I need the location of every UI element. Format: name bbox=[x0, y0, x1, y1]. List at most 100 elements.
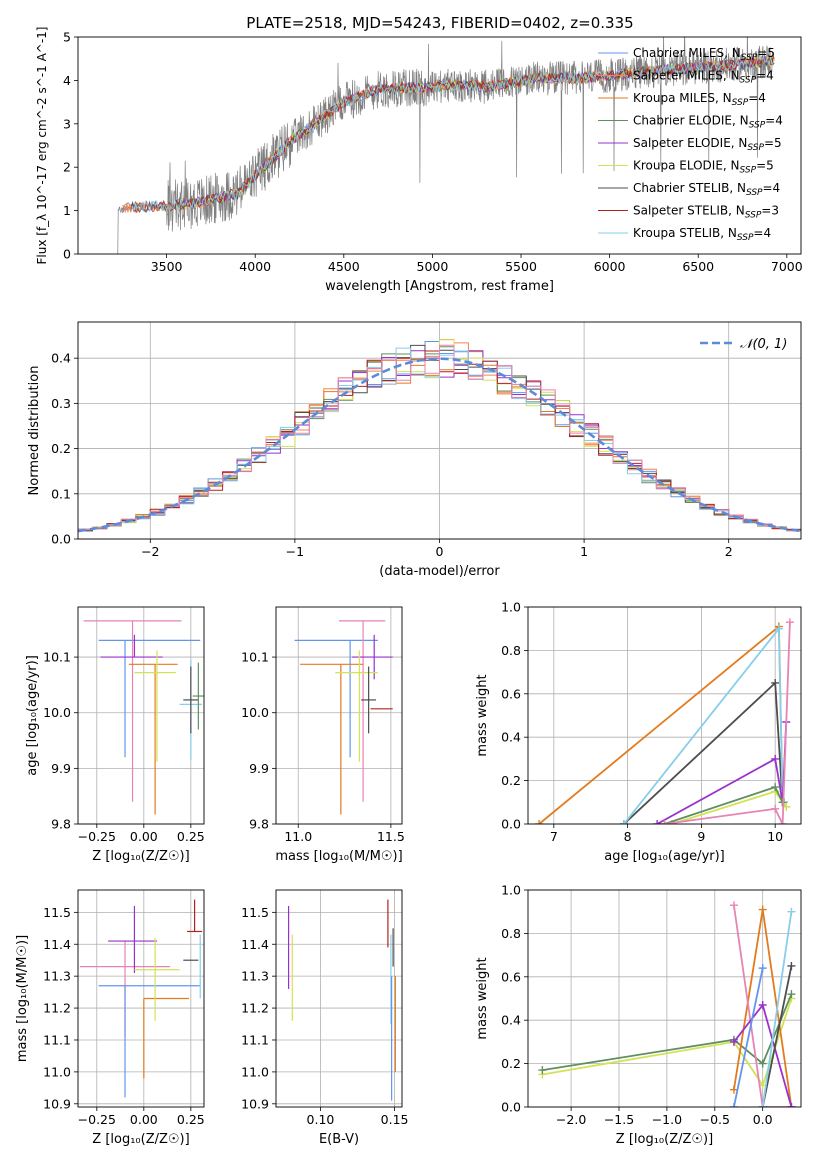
x-tick-label: 0.25 bbox=[177, 1112, 205, 1127]
y-axis-label: age [log₁₀(age/yr)] bbox=[25, 655, 40, 776]
x-tick-label: 9 bbox=[697, 829, 705, 844]
weight-marker bbox=[771, 754, 780, 763]
plot-area bbox=[79, 899, 203, 1098]
x-tick-label: 1 bbox=[580, 544, 588, 559]
x-tick-label: −1 bbox=[286, 544, 304, 559]
x-tick-label: −1.5 bbox=[604, 1112, 634, 1127]
model-line-kroupa-stelib bbox=[130, 55, 774, 213]
y-tick-label: 0.2 bbox=[51, 441, 71, 456]
x-tick-label: 11.0 bbox=[284, 829, 312, 844]
weight-marker bbox=[660, 820, 669, 824]
weight-marker bbox=[729, 1103, 738, 1107]
age-vs-mass-panel: 11.0 11.5 9.8 9.9 10.0 10.1 mass [log₁₀(M/M☉)] bbox=[241, 606, 405, 864]
y-tick-label: 9.8 bbox=[249, 817, 269, 832]
axes-frame bbox=[527, 606, 802, 825]
y-axis-label: Normed distribution bbox=[27, 366, 42, 496]
weight-marker bbox=[758, 964, 767, 973]
weight-marker bbox=[778, 820, 787, 824]
y-tick-label: 0.4 bbox=[501, 730, 521, 745]
x-tick-label: −2.0 bbox=[556, 1112, 586, 1127]
plot-area bbox=[78, 339, 801, 533]
x-axis-label: Z [log₁₀(Z/Z☉)] bbox=[92, 1132, 189, 1147]
y-tick-label: 0.0 bbox=[501, 817, 521, 832]
legend-entry: Salpeter ELODIE, NSSP=5 bbox=[633, 136, 782, 153]
weight-marker bbox=[729, 901, 738, 910]
weight-line-chabrier-elodie bbox=[664, 785, 784, 824]
x-tick-label: 7000 bbox=[771, 259, 803, 274]
plot-area bbox=[538, 901, 796, 1107]
weight-marker bbox=[758, 1001, 767, 1010]
weight-line-kroupa-stelib bbox=[761, 911, 793, 1107]
y-tick-label: 0.8 bbox=[501, 926, 521, 941]
x-tick-label: 0.25 bbox=[177, 829, 205, 844]
axes-frame bbox=[77, 606, 205, 825]
x-tick-label: 0.10 bbox=[307, 1112, 335, 1127]
x-tick-label: 0.00 bbox=[130, 1112, 158, 1127]
spectrum-panel: 3500 4000 4500 5000 5500 6000 6500 7000 0 1 2 3 4 5 wa… bbox=[35, 27, 803, 294]
x-axis-label: wavelength [Angstrom, rest frame] bbox=[325, 279, 554, 294]
x-tick-label: 4000 bbox=[239, 259, 271, 274]
x-axis-label: (data-model)/error bbox=[379, 564, 500, 579]
y-tick-label: 0.2 bbox=[501, 1056, 521, 1071]
residual-histogram-panel: −2 −1 0 1 2 0.0 0.1 0.2 0.3 0.4 (data-model)/error… bbox=[27, 321, 802, 579]
weight-line-kroupa-stelib bbox=[623, 626, 784, 824]
x-tick-label: 8 bbox=[624, 829, 632, 844]
weight-line-chabrier-miles bbox=[733, 967, 764, 1107]
y-axis-label: Flux [f_λ 10^-17 erg cm^-2 s^-1 A^-1] bbox=[35, 27, 49, 265]
x-tick-label: 0 bbox=[436, 544, 444, 559]
legend-entry: Kroupa MILES, NSSP=4 bbox=[633, 91, 766, 108]
axes-frame bbox=[77, 889, 205, 1108]
axes-frame bbox=[77, 36, 802, 255]
weight-marker bbox=[771, 804, 780, 813]
y-tick-label: 1 bbox=[63, 203, 71, 218]
y-tick-label: 11.3 bbox=[241, 969, 269, 984]
y-tick-label: 0.4 bbox=[501, 1013, 521, 1028]
axes-frame bbox=[275, 889, 403, 1108]
legend-entry: Kroupa STELIB, NSSP=4 bbox=[633, 226, 771, 243]
y-tick-label: 0.8 bbox=[501, 643, 521, 658]
x-tick-label: −0.25 bbox=[78, 829, 116, 844]
x-axis-label: age [log₁₀(age/yr)] bbox=[604, 849, 725, 864]
y-tick-label: 11.4 bbox=[43, 937, 71, 952]
y-tick-label: 11.4 bbox=[241, 937, 269, 952]
x-tick-label: 0.15 bbox=[381, 1112, 409, 1127]
y-tick-label: 0.0 bbox=[51, 532, 71, 547]
y-tick-label: 0.6 bbox=[501, 969, 521, 984]
weight-marker bbox=[758, 905, 767, 914]
y-tick-label: 11.3 bbox=[43, 969, 71, 984]
y-axis-label: mass weight bbox=[475, 674, 490, 756]
plot-area bbox=[288, 899, 396, 1101]
weight-line-chabrier-stelib bbox=[761, 965, 793, 1107]
weight-marker bbox=[538, 1066, 547, 1075]
y-tick-label: 10.9 bbox=[43, 1096, 71, 1111]
plot-area bbox=[535, 618, 794, 824]
weight-marker bbox=[771, 678, 780, 687]
weight-marker bbox=[758, 1103, 767, 1107]
x-tick-label: −2 bbox=[141, 544, 159, 559]
y-tick-label: 11.5 bbox=[241, 905, 269, 920]
x-axis-label: E(B-V) bbox=[319, 1132, 359, 1147]
y-tick-label: 11.5 bbox=[43, 905, 71, 920]
x-axis-label: Z [log₁₀(Z/Z☉)] bbox=[616, 1132, 713, 1147]
x-tick-label: 5500 bbox=[505, 259, 537, 274]
y-axis-label: mass [log₁₀(M/M☉)] bbox=[15, 935, 30, 1062]
y-tick-label: 9.8 bbox=[51, 817, 71, 832]
x-tick-label: 2 bbox=[725, 544, 733, 559]
weight-marker bbox=[758, 1059, 767, 1068]
x-tick-label: −0.25 bbox=[78, 1112, 116, 1127]
weight-marker bbox=[771, 783, 780, 792]
x-tick-label: 6000 bbox=[594, 259, 626, 274]
axes-frame bbox=[77, 321, 802, 540]
y-tick-label: 0.6 bbox=[501, 686, 521, 701]
y-tick-label: 0.3 bbox=[51, 396, 71, 411]
y-tick-label: 1.0 bbox=[501, 600, 521, 615]
weight-vs-age-panel: 7 8 9 10 0.0 0.2 0.4 0.6 0.8 1.0 age [log₁₀(age/yr… bbox=[475, 600, 802, 864]
legend-entry: Salpeter MILES, NSSP=4 bbox=[633, 69, 774, 86]
plot-area bbox=[83, 620, 204, 815]
y-tick-label: 5 bbox=[63, 30, 71, 45]
weight-line-pink bbox=[733, 905, 792, 1107]
y-tick-label: 11.1 bbox=[241, 1032, 269, 1047]
weight-line-pink bbox=[664, 622, 791, 824]
x-tick-label: 7 bbox=[550, 829, 558, 844]
